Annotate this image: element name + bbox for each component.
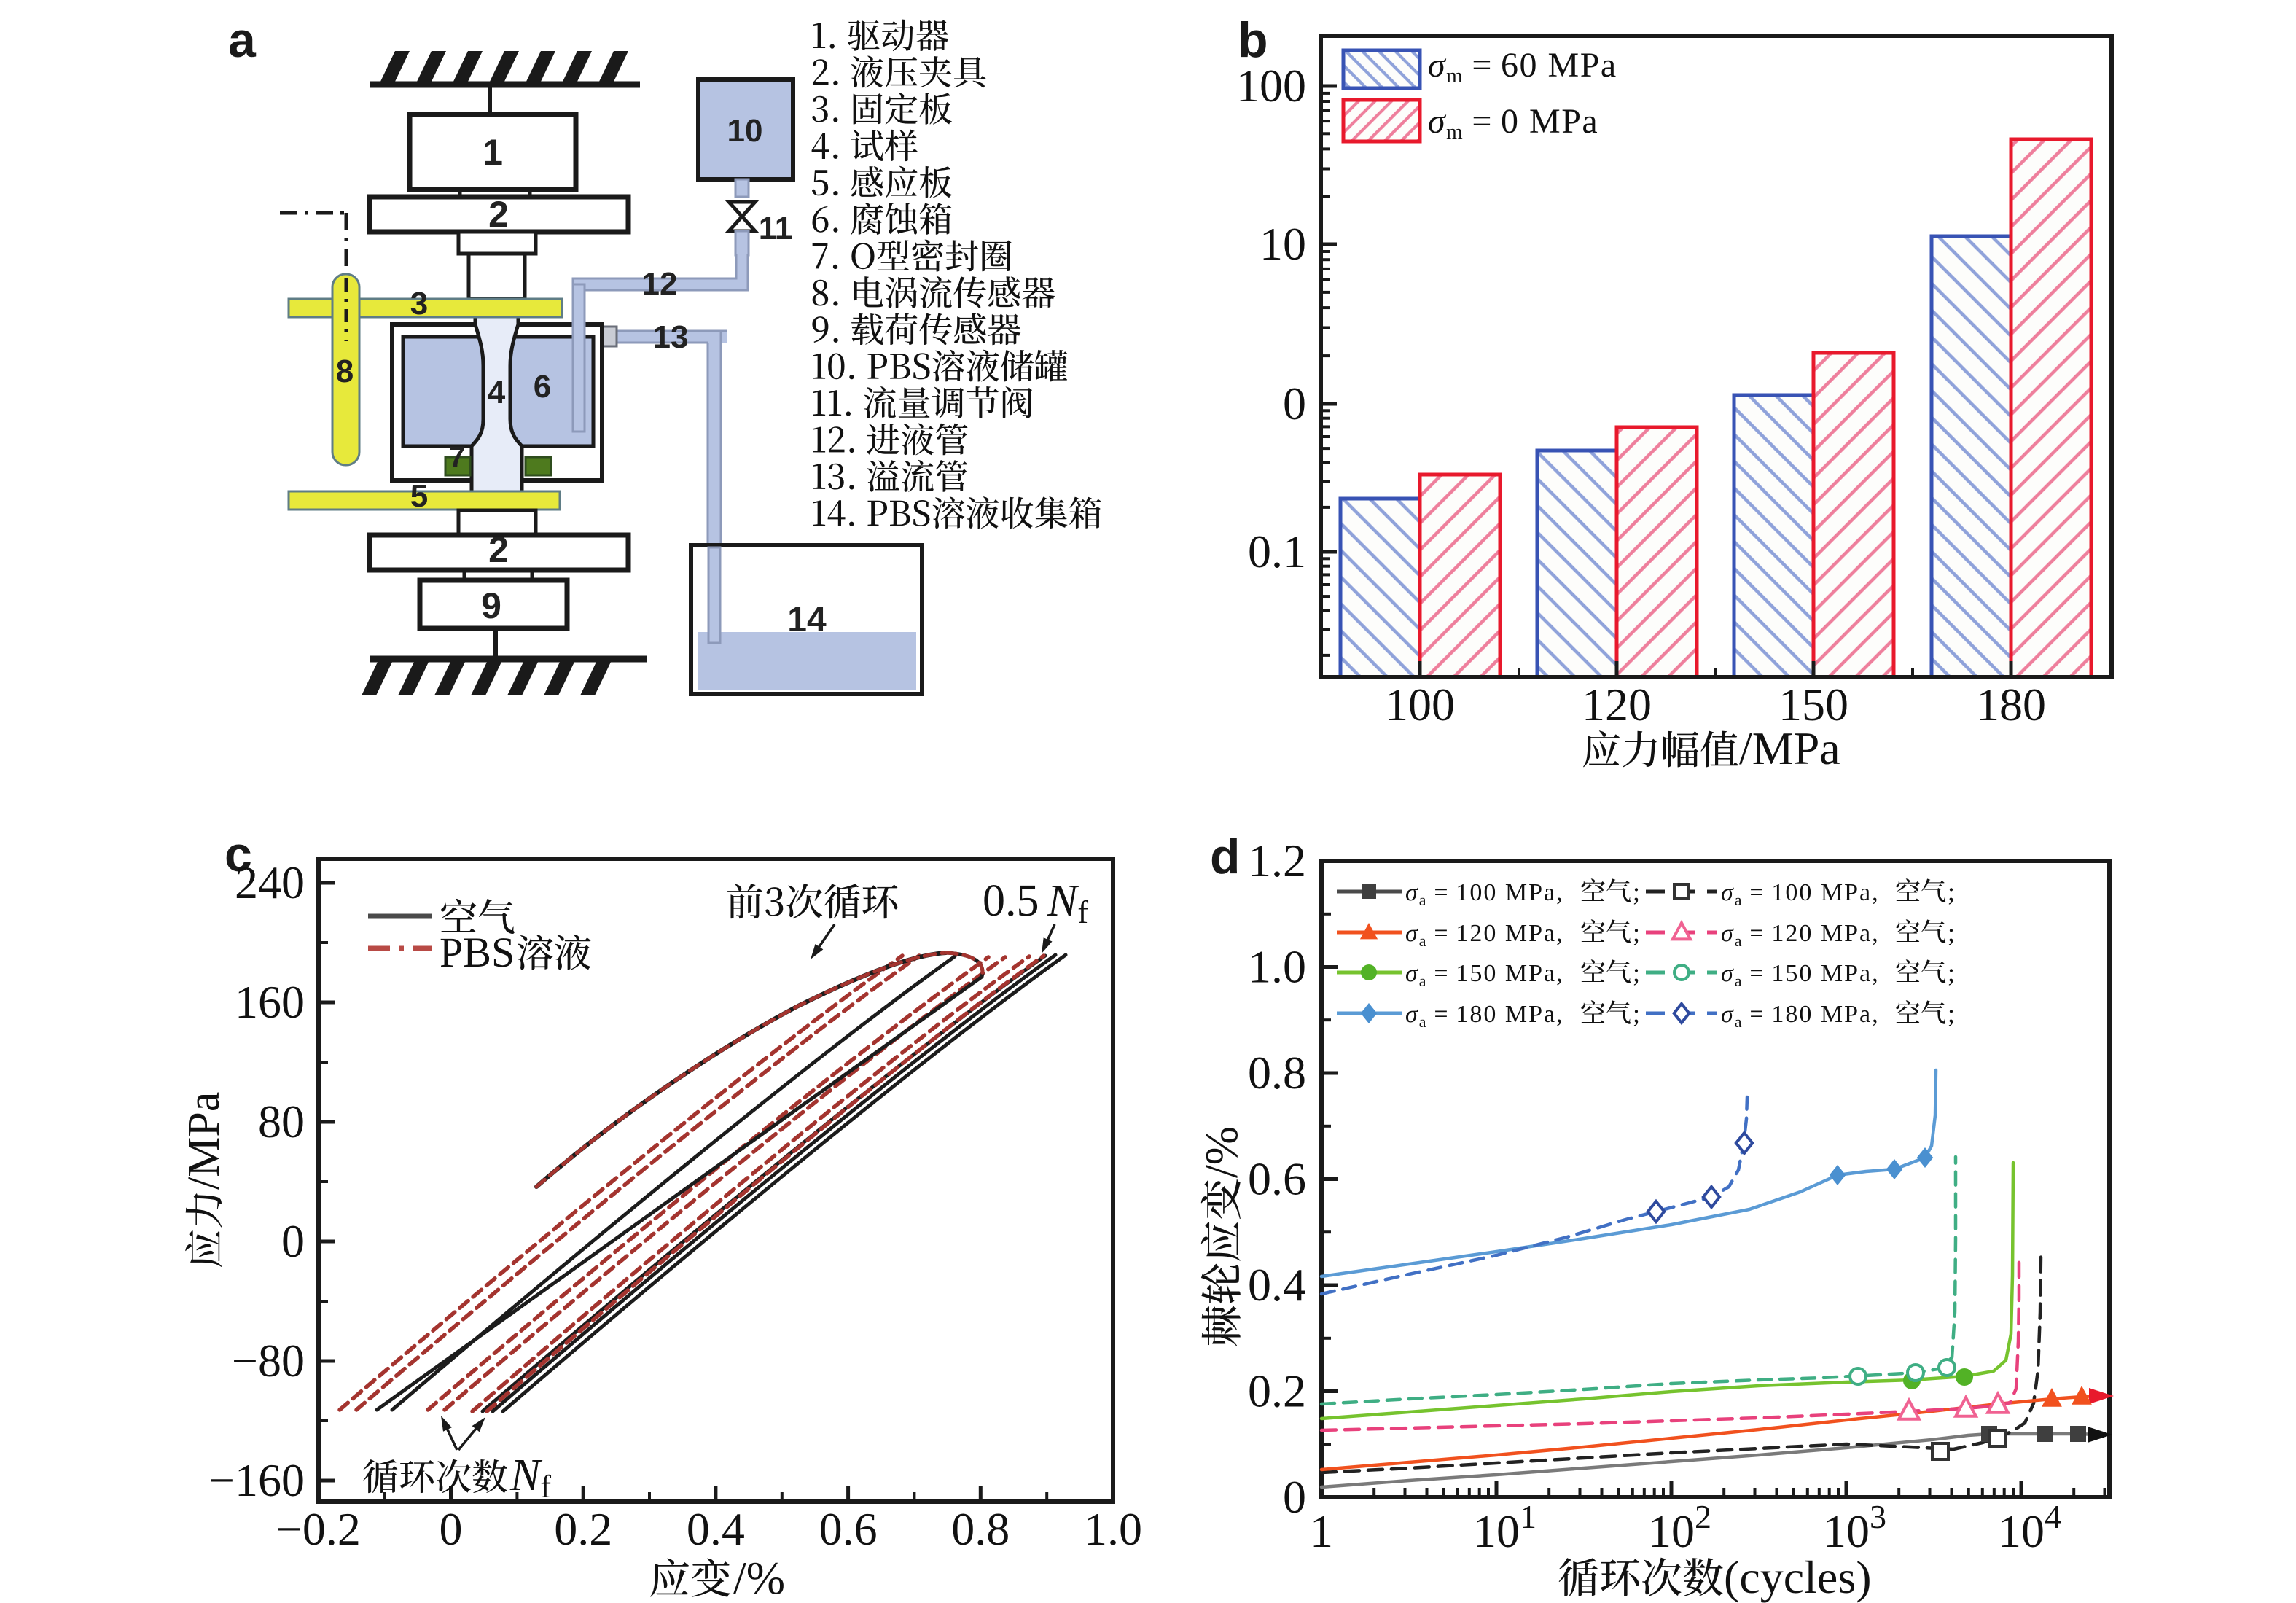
svg-text:Nf: Nf (509, 1451, 551, 1505)
svg-text:−0.2: −0.2 (276, 1503, 361, 1555)
svg-text:101: 101 (1473, 1498, 1536, 1557)
svg-text:Nf: Nf (1047, 876, 1088, 930)
svg-text:;: ; (1948, 918, 1955, 947)
svg-text:0.8: 0.8 (951, 1503, 1010, 1555)
svg-text:σa = 150 MPa,: σa = 150 MPa, (1721, 960, 1880, 990)
svg-text:;: ; (1633, 918, 1640, 947)
svg-text:10: 10 (1260, 218, 1306, 270)
svg-text:;: ; (1633, 958, 1640, 987)
svg-text:12: 12 (642, 266, 678, 302)
svg-text:0.2: 0.2 (1248, 1365, 1306, 1417)
svg-text:0.2: 0.2 (554, 1503, 612, 1555)
svg-text:(cycles): (cycles) (1724, 1551, 1872, 1603)
svg-text:b: b (1238, 12, 1268, 68)
svg-text:2: 2 (488, 194, 509, 235)
svg-text:c: c (224, 827, 252, 882)
svg-text:σa = 100 MPa,: σa = 100 MPa, (1721, 879, 1880, 909)
svg-text:102: 102 (1648, 1498, 1711, 1557)
svg-text:0.4: 0.4 (687, 1503, 745, 1555)
svg-text:11: 11 (759, 211, 793, 246)
svg-text:−160: −160 (208, 1454, 305, 1506)
svg-text:9: 9 (481, 585, 501, 626)
svg-text:;: ; (1948, 958, 1955, 987)
svg-text:1.2: 1.2 (1248, 835, 1306, 886)
svg-text:σa = 120 MPa,: σa = 120 MPa, (1721, 920, 1880, 950)
svg-text:;: ; (1633, 999, 1640, 1028)
svg-text:σa = 180 MPa,: σa = 180 MPa, (1721, 1001, 1880, 1031)
svg-text:1.0: 1.0 (1084, 1503, 1142, 1555)
svg-text:180: 180 (1976, 679, 2046, 730)
svg-text:14: 14 (787, 601, 827, 639)
svg-text:10: 10 (727, 113, 763, 149)
svg-text:/MPa: /MPa (179, 1092, 229, 1190)
svg-text:σa = 120 MPa,: σa = 120 MPa, (1405, 920, 1564, 950)
svg-text:13: 13 (653, 319, 689, 355)
svg-text:240: 240 (235, 857, 305, 908)
svg-text:0.6: 0.6 (1248, 1153, 1306, 1205)
svg-text:3: 3 (410, 286, 428, 321)
svg-text:2: 2 (488, 529, 509, 570)
svg-text:0.8: 0.8 (1248, 1047, 1306, 1099)
svg-text:8: 8 (336, 354, 354, 389)
svg-text:/%: /% (733, 1552, 785, 1603)
svg-text:;: ; (1633, 877, 1640, 906)
svg-text:;: ; (1948, 877, 1955, 906)
svg-text:0.4: 0.4 (1248, 1259, 1306, 1311)
svg-text:0.5: 0.5 (983, 876, 1039, 926)
svg-text:σa = 100 MPa,: σa = 100 MPa, (1405, 879, 1564, 909)
svg-text:0: 0 (1283, 1471, 1306, 1523)
svg-text:;: ; (1948, 999, 1955, 1028)
svg-text:PBS: PBS (440, 929, 515, 976)
svg-text:7: 7 (449, 441, 465, 473)
svg-text:100: 100 (1236, 60, 1306, 112)
svg-text:/%: /% (1195, 1126, 1247, 1178)
svg-text:1: 1 (1310, 1505, 1333, 1557)
svg-text:−80: −80 (232, 1335, 305, 1386)
svg-text:/MPa: /MPa (1739, 722, 1840, 774)
svg-text:0.1: 0.1 (1248, 526, 1306, 577)
svg-text:80: 80 (258, 1096, 305, 1147)
svg-text:1.0: 1.0 (1248, 941, 1306, 993)
svg-text:d: d (1210, 829, 1241, 884)
svg-text:120: 120 (1582, 679, 1652, 730)
svg-text:5: 5 (410, 478, 428, 514)
svg-text:0: 0 (440, 1503, 463, 1555)
svg-text:6: 6 (534, 369, 551, 405)
svg-text:a: a (228, 12, 257, 68)
svg-text:100: 100 (1385, 679, 1455, 730)
svg-text:0.6: 0.6 (819, 1503, 878, 1555)
svg-text:4: 4 (488, 375, 506, 410)
svg-text:σm = 0 MPa: σm = 0 MPa (1428, 102, 1598, 144)
svg-text:0: 0 (1283, 378, 1306, 429)
svg-text:150: 150 (1778, 679, 1848, 730)
svg-text:σm = 60 MPa: σm = 60 MPa (1428, 46, 1617, 87)
svg-text:σa = 180 MPa,: σa = 180 MPa, (1405, 1001, 1564, 1031)
svg-text:160: 160 (235, 976, 305, 1028)
svg-text:0: 0 (281, 1215, 305, 1267)
svg-text:σa = 150 MPa,: σa = 150 MPa, (1405, 960, 1564, 990)
svg-text:1: 1 (483, 132, 503, 173)
